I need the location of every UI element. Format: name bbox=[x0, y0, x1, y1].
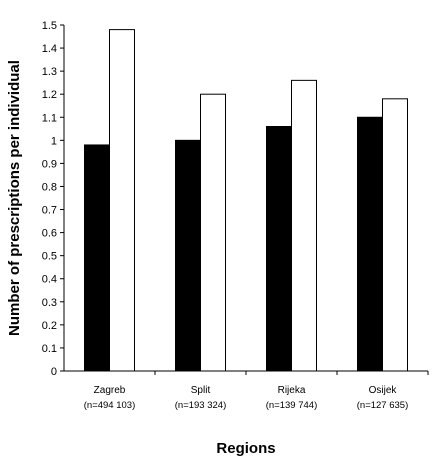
y-axis-ticks: 0 0.1 0.2 0.3 0.4 0.5 0.6 0.7 0.8 0.9 1 1.1 1.2 1.3 1.… bbox=[42, 20, 64, 378]
y-tick-label: 1.1 bbox=[42, 112, 57, 124]
y-tick-label: 0.4 bbox=[42, 274, 57, 286]
category-label: Rijeka bbox=[278, 385, 306, 396]
x-axis-title: Regions bbox=[216, 440, 275, 457]
bar-zagreb-series-2 bbox=[109, 29, 135, 372]
bar-split-series-2 bbox=[200, 93, 226, 372]
y-tick-label: 1.3 bbox=[42, 66, 57, 78]
y-tick-label: 0.6 bbox=[42, 228, 57, 240]
category-sublabel: (n=193 324) bbox=[175, 400, 227, 411]
y-tick-label: 0.5 bbox=[42, 251, 57, 263]
x-axis-category-labels: Zagreb (n=494 103) Split (n=193 324) Rijeka (… bbox=[84, 371, 429, 411]
bar-rijeka-series-2 bbox=[291, 79, 317, 372]
y-tick-label: 1.5 bbox=[42, 20, 57, 32]
bar-split-series-1 bbox=[175, 139, 201, 372]
bar-osijek-series-2 bbox=[382, 98, 408, 372]
y-tick-label: 1 bbox=[51, 135, 57, 147]
y-tick-label: 1.2 bbox=[42, 89, 57, 101]
category-sublabel: (n=139 744) bbox=[266, 400, 318, 411]
y-tick-label: 0 bbox=[51, 366, 57, 378]
bar-zagreb-series-1 bbox=[84, 144, 110, 372]
bars bbox=[84, 29, 408, 372]
y-tick-label: 0.1 bbox=[42, 343, 57, 355]
category-label: Split bbox=[191, 385, 211, 396]
bar-rijeka-series-1 bbox=[266, 125, 292, 372]
y-tick-label: 0.9 bbox=[42, 158, 57, 170]
y-tick-label: 0.2 bbox=[42, 320, 57, 332]
y-tick-label: 0.8 bbox=[42, 181, 57, 193]
category-sublabel: (n=127 635) bbox=[357, 400, 409, 411]
y-tick-label: 1.4 bbox=[42, 43, 57, 55]
category-label: Osijek bbox=[369, 385, 398, 396]
bar-osijek-series-1 bbox=[357, 116, 383, 372]
category-sublabel: (n=494 103) bbox=[84, 400, 136, 411]
category-label: Zagreb bbox=[94, 385, 126, 396]
y-axis-title: Number of prescriptions per individual bbox=[6, 60, 23, 336]
y-tick-label: 0.3 bbox=[42, 297, 57, 309]
y-tick-label: 0.7 bbox=[42, 205, 57, 217]
